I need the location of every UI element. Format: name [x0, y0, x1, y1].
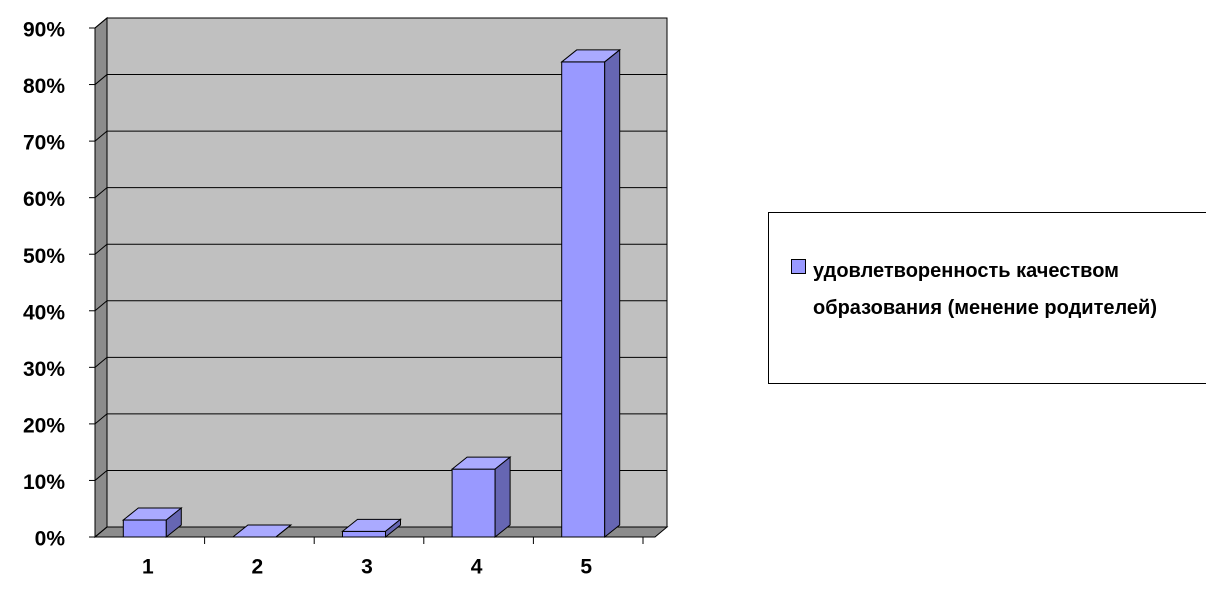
y-tick-label: 90% — [23, 19, 65, 42]
x-tick-label: 3 — [361, 556, 373, 579]
x-tick-label: 5 — [580, 556, 592, 579]
bar-side — [385, 518, 401, 539]
y-tick-label: 10% — [23, 471, 65, 494]
y-tick-label: 30% — [23, 358, 65, 381]
grid-line — [94, 187, 667, 199]
legend: удовлетворенность качеством образования … — [768, 212, 1206, 384]
bar — [122, 519, 167, 538]
grid-line — [94, 243, 667, 255]
bar-side — [275, 524, 292, 538]
grid-line — [94, 130, 667, 142]
bar-side — [165, 506, 182, 539]
grid-line — [94, 74, 667, 85]
legend-label: удовлетворенность качеством образования … — [813, 260, 1158, 319]
x-tick-label: 4 — [471, 556, 483, 579]
y-tick-label: 80% — [23, 75, 65, 98]
side-wall — [94, 16, 108, 539]
bar — [342, 530, 386, 538]
y-tick-label: 40% — [23, 301, 65, 324]
grid-line — [94, 300, 667, 312]
grid-line — [94, 17, 667, 29]
plot: 0% 10% 20% 30% 40% 50% 60% 70% 80% 90% 1 2 3 4 5 — [23, 16, 669, 579]
grid-line — [94, 356, 667, 368]
bar-side — [494, 456, 511, 539]
bar — [561, 61, 606, 538]
grid-line — [94, 413, 667, 425]
x-tick-label: 1 — [142, 556, 154, 579]
legend-swatch — [791, 259, 806, 274]
bar — [451, 468, 496, 538]
y-tick-label: 70% — [23, 132, 65, 155]
y-tick-label: 50% — [23, 245, 65, 268]
y-tick-label: 20% — [23, 414, 65, 437]
x-tick-label: 2 — [252, 556, 264, 579]
bar-side — [604, 48, 621, 539]
y-tick-label: 0% — [35, 528, 66, 551]
y-tick-label: 60% — [23, 188, 65, 211]
